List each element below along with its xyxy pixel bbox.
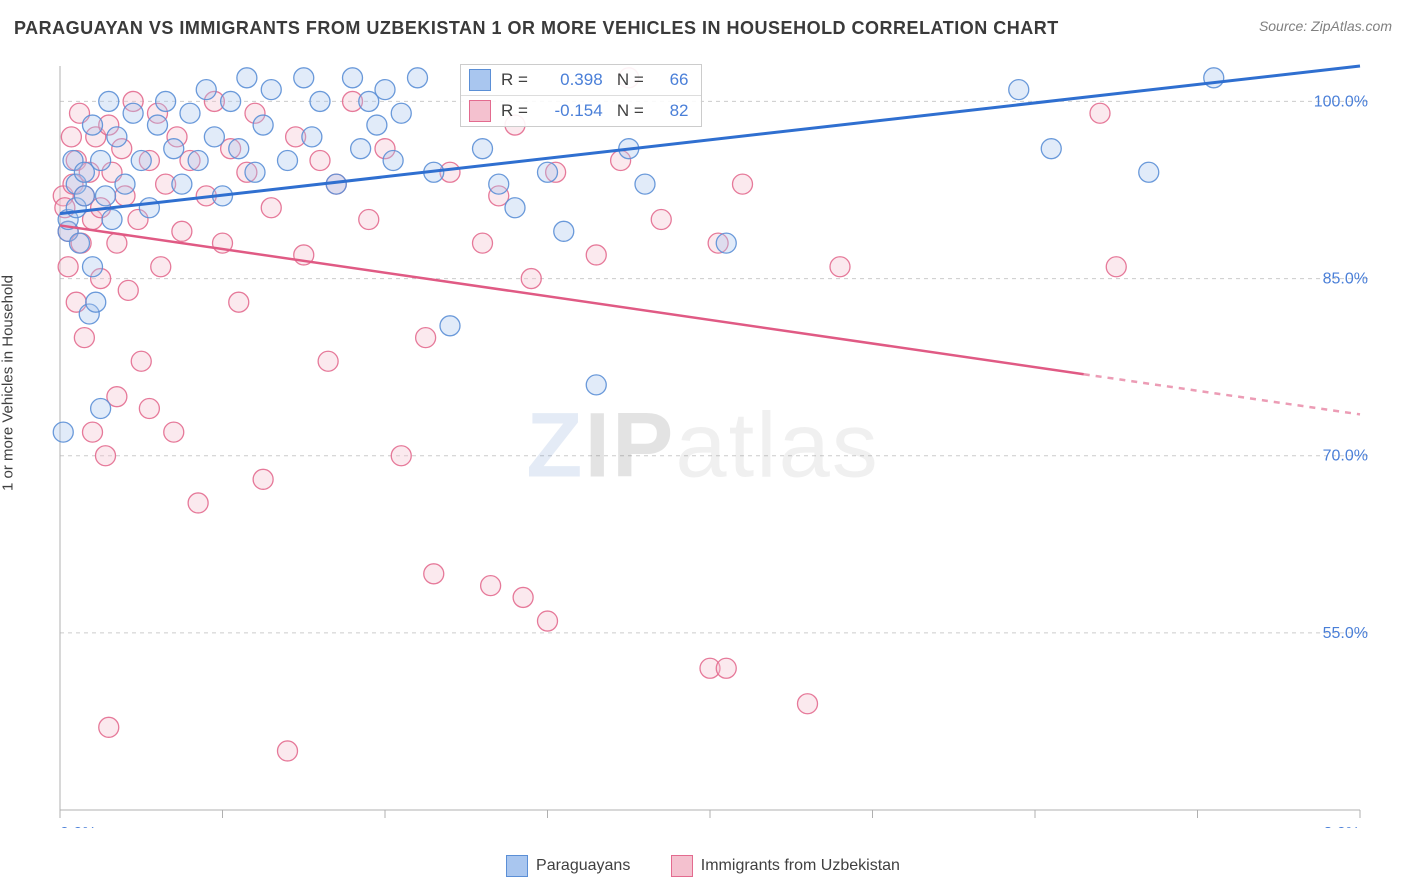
stats-row-uzbekistan: R = -0.154 N = 82	[461, 95, 701, 126]
y-axis-label: 1 or more Vehicles in Household	[0, 275, 17, 491]
legend-item-paraguayans: Paraguayans	[506, 855, 630, 877]
svg-text:85.0%: 85.0%	[1323, 271, 1368, 288]
legend-item-uzbekistan: Immigrants from Uzbekistan	[671, 855, 900, 877]
stats-legend: R = 0.398 N = 66 R = -0.154 N = 82	[460, 64, 702, 127]
svg-text:70.0%: 70.0%	[1323, 448, 1368, 465]
source-value: ZipAtlas.com	[1311, 18, 1392, 34]
legend-swatch-paraguayans	[506, 855, 528, 877]
bottom-legend: Paraguayans Immigrants from Uzbekistan	[0, 855, 1406, 882]
svg-text:55.0%: 55.0%	[1323, 625, 1368, 642]
legend-swatch-uzbekistan	[671, 855, 693, 877]
svg-text:100.0%: 100.0%	[1314, 93, 1368, 110]
source-prefix: Source:	[1259, 18, 1311, 34]
chart-title: PARAGUAYAN VS IMMIGRANTS FROM UZBEKISTAN…	[14, 18, 1059, 39]
stats-r-label: R =	[501, 70, 528, 90]
stats-swatch-paraguayans	[469, 69, 491, 91]
stats-swatch-uzbekistan	[469, 100, 491, 122]
stats-n-label: N =	[617, 101, 644, 121]
stats-n-label: N =	[617, 70, 644, 90]
svg-text:0.0%: 0.0%	[60, 825, 96, 828]
svg-text:8.0%: 8.0%	[1324, 825, 1360, 828]
source-label: Source: ZipAtlas.com	[1259, 18, 1392, 36]
stats-r-value-0: 0.398	[533, 70, 603, 90]
chart-area: 55.0% 70.0% 85.0% 100.0% 0.0% 8.0%	[50, 58, 1390, 828]
legend-label-uzbekistan: Immigrants from Uzbekistan	[701, 857, 900, 875]
stats-n-value-0: 66	[649, 70, 689, 90]
stats-row-paraguayans: R = 0.398 N = 66	[461, 65, 701, 95]
legend-label-paraguayans: Paraguayans	[536, 857, 630, 875]
chart-svg: 55.0% 70.0% 85.0% 100.0% 0.0% 8.0%	[50, 58, 1390, 828]
stats-n-value-1: 82	[649, 101, 689, 121]
stats-r-value-1: -0.154	[533, 101, 603, 121]
stats-r-label: R =	[501, 101, 528, 121]
